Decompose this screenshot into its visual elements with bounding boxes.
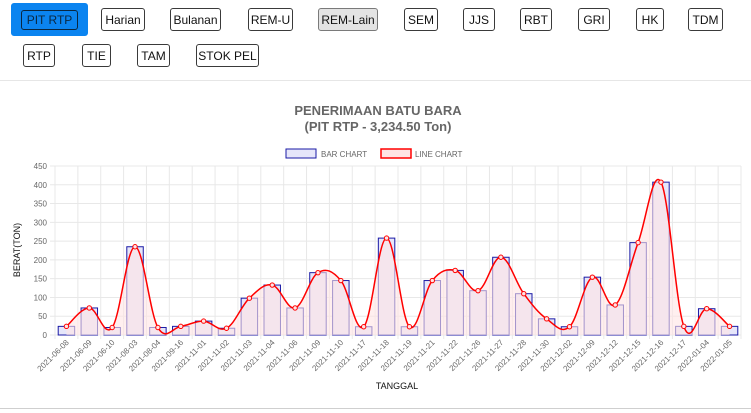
y-tick-label: 150 [34,275,48,284]
nav-button-tie[interactable]: TIE [82,44,111,67]
legend-swatch-line[interactable] [380,148,412,159]
nav-button-tam[interactable]: TAM [137,44,170,67]
nav-button-stok-pel[interactable]: STOK PEL [196,44,259,67]
y-tick-label: 0 [43,331,48,340]
y-tick-label: 400 [34,181,48,190]
chart-legend: BAR CHART LINE CHART [285,148,463,159]
line-point[interactable] [658,179,664,185]
x-axis-ticks: 2021-06-082021-06-092021-06-102021-08-03… [36,338,735,374]
x-axis-label: TANGGAL [376,381,418,391]
nav-button-pit-rtp[interactable]: PIT RTP [11,3,88,36]
nav-button-harian[interactable]: Harian [101,8,145,31]
y-tick-label: 200 [34,256,48,265]
legend-label-line[interactable]: LINE CHART [415,150,463,159]
line-point[interactable] [315,269,321,276]
nav-button-gri[interactable]: GRI [578,8,610,31]
nav-button-sem[interactable]: SEM [404,8,438,31]
y-tick-label: 100 [34,293,48,302]
nav-button-rbt[interactable]: RBT [520,8,552,31]
line-point[interactable] [155,324,161,331]
line-point[interactable] [452,267,458,274]
line-point[interactable] [498,254,504,260]
nav-button-bulanan[interactable]: Bulanan [170,8,221,31]
line-point[interactable] [589,274,596,280]
nav-button-tdm[interactable]: TDM [688,8,723,31]
toolbar-divider [0,80,751,81]
line-point[interactable] [681,323,687,330]
line-point[interactable] [361,324,367,330]
nav-button-hk[interactable]: HK [636,8,664,31]
line-point[interactable] [246,295,253,301]
line-point[interactable] [521,290,527,297]
line-point[interactable] [132,244,138,250]
line-point[interactable] [269,282,275,288]
y-tick-label: 350 [34,200,48,209]
line-point[interactable] [635,239,641,246]
nav-button-rem-lain[interactable]: REM-Lain [318,8,378,31]
line-path [65,178,731,335]
line-series [63,178,733,335]
chart-subtitle: (PIT RTP - 3,234.50 Ton) [305,119,452,134]
coal-receipt-chart: PENERIMAAN BATU BARA (PIT RTP - 3,234.50… [12,103,742,391]
y-tick-label: 450 [34,162,48,171]
y-tick-label: 300 [34,218,48,227]
line-point[interactable] [338,277,344,284]
line-point[interactable] [726,323,733,330]
legend-label-bar[interactable]: BAR CHART [321,150,367,159]
line-point[interactable] [292,305,298,311]
line-point[interactable] [566,324,573,330]
nav-button-jjs[interactable]: JJS [463,8,495,31]
nav-button-label: PIT RTP [20,9,79,30]
nav-button-rtp[interactable]: RTP [23,44,55,67]
line-point[interactable] [178,323,184,330]
line-point[interactable] [704,306,710,312]
y-tick-label: 50 [38,312,47,321]
chart-title: PENERIMAAN BATU BARA [294,103,462,118]
line-point[interactable] [223,325,230,331]
line-point[interactable] [63,323,70,330]
legend-swatch-bar[interactable] [285,148,317,159]
nav-button-rem-u[interactable]: REM-U [248,8,293,31]
line-point[interactable] [429,277,435,284]
line-point[interactable] [86,305,93,311]
line-point[interactable] [543,316,550,322]
panel-bottom-border [0,408,751,409]
y-tick-label: 250 [34,237,48,246]
y-axis-label: BERAT(TON) [12,223,22,277]
line-area-fill [66,179,730,335]
line-point[interactable] [200,318,207,324]
line-point[interactable] [475,287,481,294]
line-point[interactable] [406,324,413,330]
report-nav: PIT RTP Harian Bulanan REM-U REM-Lain SE… [0,0,751,80]
line-point[interactable] [383,235,390,241]
y-axis-ticks: 0 50 100 150 200 250 300 350 400 450 [34,162,48,340]
line-point[interactable] [109,324,115,331]
line-point[interactable] [612,302,618,308]
